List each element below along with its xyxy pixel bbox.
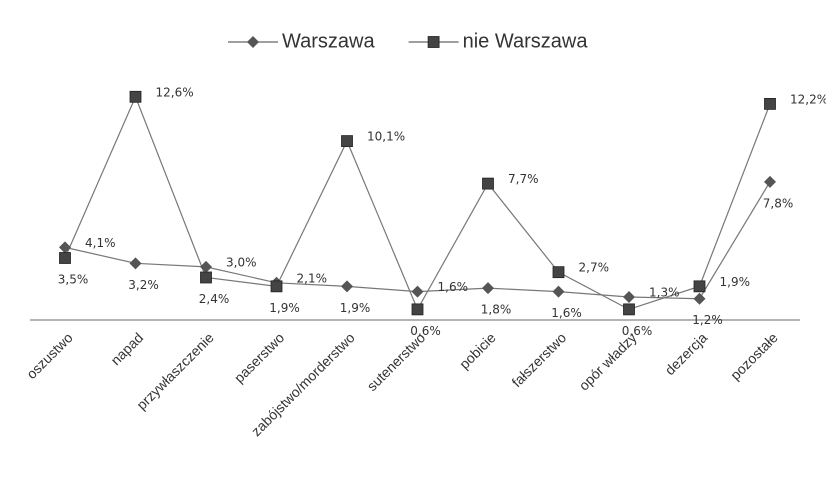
data-label: 0,6% — [622, 324, 653, 338]
data-point — [200, 260, 212, 273]
data-point — [411, 303, 424, 316]
x-tick-label: paserstwo — [231, 329, 288, 386]
data-label: 3,0% — [226, 255, 257, 269]
data-label: 1,6% — [551, 306, 582, 320]
legend-marker — [247, 36, 259, 48]
data-point — [623, 303, 635, 316]
data-point — [341, 135, 353, 147]
data-label: 2,1% — [297, 271, 328, 285]
data-label: 4,1% — [85, 236, 116, 250]
legend-label: nie Warszawa — [463, 30, 589, 52]
data-label: 1,9% — [340, 301, 371, 315]
x-tick-label: przywłaszczenie — [133, 329, 217, 413]
data-label: 0,6% — [410, 324, 441, 338]
data-point — [693, 280, 706, 293]
x-tick-label: pobicie — [456, 329, 499, 372]
data-label: 2,4% — [199, 292, 230, 306]
x-tick-label: pozostałe — [727, 329, 781, 383]
data-label: 1,3% — [649, 285, 680, 299]
data-label: 7,7% — [508, 172, 539, 186]
legend-label: Warszawa — [282, 30, 375, 52]
data-point — [59, 241, 71, 254]
data-label: 3,2% — [128, 278, 159, 292]
data-label: 1,2% — [692, 313, 723, 327]
data-point — [623, 290, 635, 303]
data-label: 7,8% — [763, 196, 794, 210]
data-label: 3,5% — [58, 273, 89, 287]
data-point — [129, 90, 142, 103]
data-point — [552, 285, 565, 298]
data-point — [341, 280, 353, 293]
data-label: 10,1% — [367, 130, 405, 144]
data-label: 1,9% — [269, 301, 300, 315]
x-tick-label: oszustwo — [23, 329, 76, 382]
data-label: 2,7% — [579, 261, 610, 275]
x-tick-label: fałszerstwo — [508, 329, 569, 390]
x-tick-label: dezercja — [662, 329, 711, 378]
data-point — [764, 97, 776, 110]
data-point — [270, 280, 283, 293]
data-point — [411, 285, 424, 298]
data-label: 1,6% — [438, 280, 469, 294]
data-point — [482, 282, 494, 295]
data-point — [764, 175, 776, 188]
data-point — [482, 177, 494, 190]
data-label: 12,2% — [790, 92, 826, 106]
data-label: 1,9% — [720, 275, 751, 289]
data-point — [59, 252, 71, 264]
series-line — [64, 181, 771, 300]
x-tick-label: napad — [107, 329, 146, 368]
legend-marker — [427, 36, 440, 48]
data-point — [200, 271, 212, 284]
data-point — [693, 292, 706, 305]
data-point — [129, 257, 142, 270]
data-label: 1,8% — [481, 303, 512, 317]
x-tick-label: opór władzy — [576, 329, 640, 393]
data-point — [552, 266, 565, 279]
series-line — [64, 95, 771, 311]
x-tick-label: sutenerstwo — [364, 329, 429, 394]
data-label: 12,6% — [156, 85, 194, 99]
